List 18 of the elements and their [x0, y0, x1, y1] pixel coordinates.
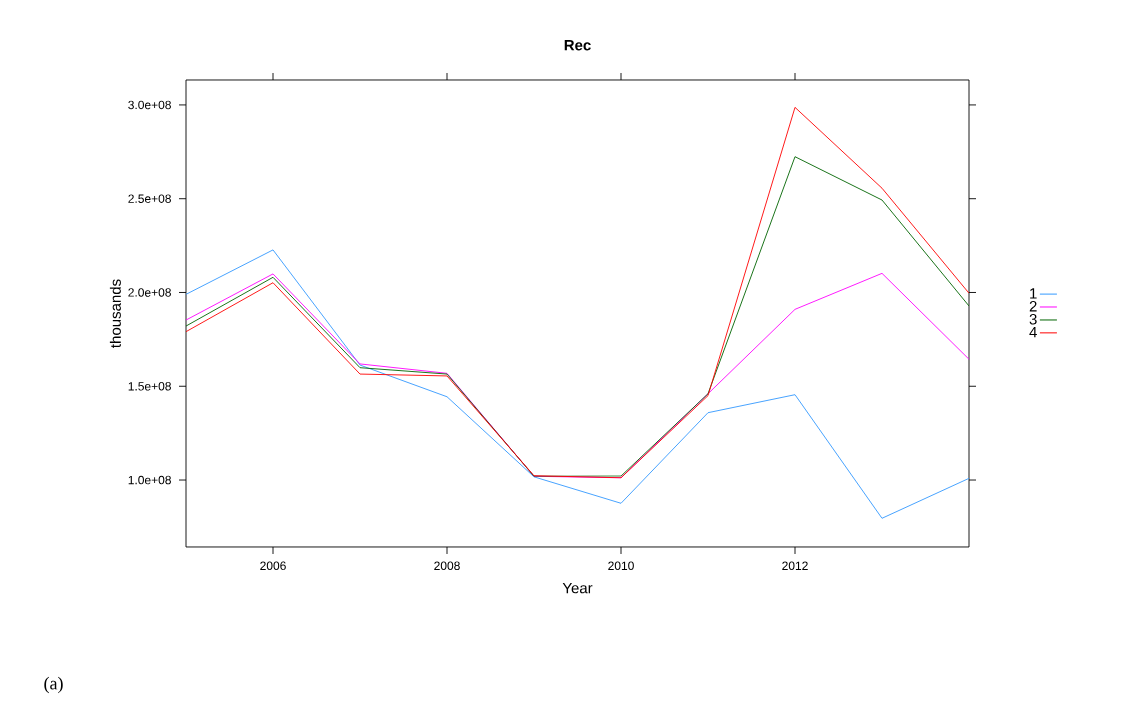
y-tick-label: 3.0e+08: [128, 100, 171, 110]
line-series: [186, 249, 969, 519]
legend-label: 4: [1029, 326, 1037, 338]
legend-label: 2: [1029, 301, 1037, 312]
x-tick-label: 2012: [782, 561, 808, 571]
y-tick-label: 2.0e+08: [128, 288, 171, 297]
x-tick-label: 2010: [608, 561, 634, 571]
x-tick-label: 2006: [260, 561, 286, 571]
chart-title: Rec: [564, 39, 591, 51]
y-tick-label: 2.5e+08: [128, 194, 171, 203]
y-axis-title: thousands: [109, 279, 121, 348]
text: (a): [44, 676, 63, 694]
legend-label: 3: [1029, 313, 1037, 325]
x-axis-title: Year: [562, 582, 593, 594]
legend-label: 1: [1030, 288, 1037, 299]
y-tick-label: 1.0e+08: [128, 475, 171, 485]
x-tick-label: 2008: [434, 561, 460, 571]
y-tick-label: 1.5e+08: [128, 382, 171, 391]
